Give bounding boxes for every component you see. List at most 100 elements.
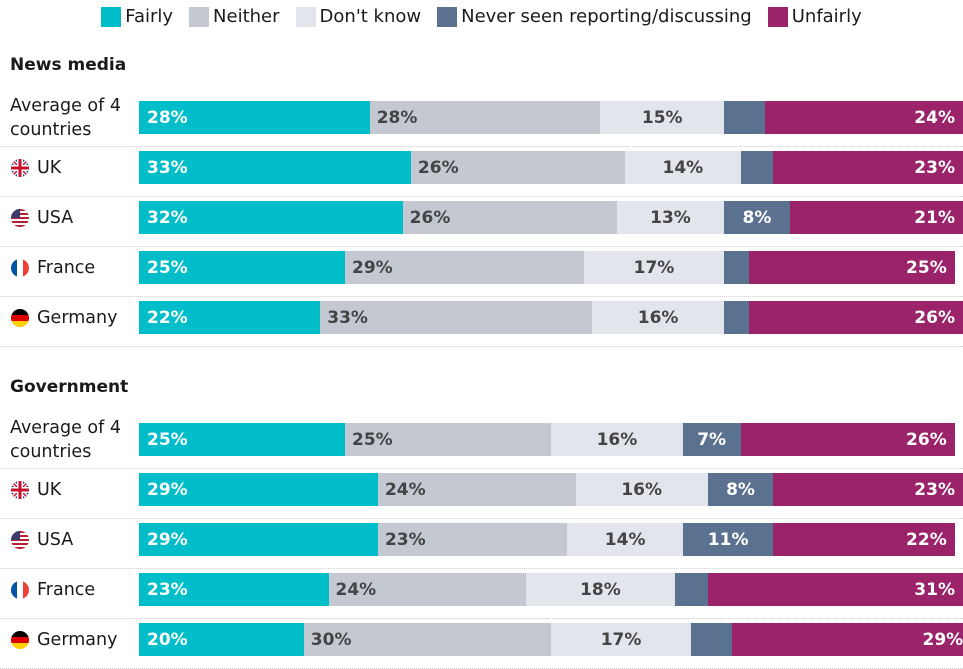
value-label: 32% [147,207,188,228]
legend-swatch [295,6,316,27]
value-label: 15% [641,107,683,128]
bar-segment: 20% [139,623,304,656]
bar-segment: 22% [773,523,955,556]
value-label: 22% [906,529,947,550]
value-label: 8% [742,207,772,228]
bar-segment: 24% [765,101,963,134]
category-label: France [10,247,132,289]
bar-segment: 30% [303,623,551,656]
flag [11,159,29,177]
panel-title: Government [10,377,129,397]
category-text: Germany [37,630,118,650]
bar-segment: 23% [773,473,963,506]
value-label: 26% [906,429,947,450]
value-label: 16% [621,479,662,500]
bar-segment: 17% [551,623,692,656]
value-label: 30% [310,629,352,650]
flag [11,259,29,277]
value-label: 23% [384,529,426,550]
bar-segment: 26% [410,151,626,184]
bar-segment: 31% [707,573,963,606]
value-label: 8% [726,479,755,500]
bar-segment: 21% [789,201,963,234]
value-label: 29% [147,529,188,550]
category-text: UK [37,158,62,178]
category-text: USA [37,208,74,228]
bar-segment: 29% [732,623,963,656]
bar-row: Average of 4 countries 25% 25% 16% 7% 26% [0,418,963,469]
bar-segment [724,251,749,284]
value-label: 16% [637,307,679,328]
bar-segment: 16% [592,301,725,334]
category-label: Average of 4 countries [10,96,132,140]
panel-title: News media [10,55,127,75]
value-label: 25% [147,429,188,450]
bar-segment: 7% [682,423,741,456]
bar-row: France 25% 29% 17% 25% [0,247,963,297]
value-label: 33% [147,157,188,178]
legend-item: Unfairly [767,6,862,27]
bar-segment: 14% [625,151,741,184]
bar-segment: 23% [377,523,568,556]
value-label: 29% [352,257,393,278]
bar-row: Germany 22% 33% 16% 26% [0,297,963,347]
bar-segment: 25% [748,251,955,284]
category-label: Average of 4 countries [10,418,132,462]
value-label: 29% [147,479,188,500]
bar-segment: 33% [139,151,411,184]
value-label: 7% [697,429,727,450]
category-text: Average of 4 countries [10,96,121,140]
flag [11,531,29,549]
bar-row: Germany 20% 30% 17% 29% [0,619,963,669]
bar-segment: 25% [139,251,345,284]
legend-item: Never seen reporting/discussing [437,6,752,27]
legend-item: Fairly [101,6,173,27]
bar-segment: 26% [740,423,955,456]
bar-row: USA 29% 23% 14% 11% 22% [0,519,963,569]
value-label: 25% [352,429,393,450]
bar-segment: 29% [345,251,584,284]
category-label: France [10,569,132,611]
legend-label: Neither [213,6,280,27]
value-label: 25% [906,257,947,278]
category-text: USA [37,530,74,550]
bar-row: Average of 4 countries 28% 28% 15% 24% [0,96,963,147]
value-label: 31% [914,579,955,600]
value-label: 23% [914,479,955,500]
category-label: USA [10,519,132,561]
legend-swatch [767,6,788,27]
bar-segment: 15% [600,101,725,134]
value-label: 13% [650,207,691,228]
flag [11,581,29,599]
legend-label: Don't know [319,6,422,27]
legend-item: Neither [189,6,280,27]
legend-label: Unfairly [791,6,862,27]
value-label: 14% [604,529,646,550]
category-text: France [37,580,96,600]
bar-segment: 33% [320,301,593,334]
bar-segment: 28% [139,101,370,134]
bar-segment: 11% [682,523,774,556]
bar-segment: 16% [575,473,708,506]
bar-segment [740,151,774,184]
legend-label: Fairly [125,6,174,27]
bar-segment [674,573,708,606]
bar-segment: 18% [526,573,675,606]
bar-segment: 32% [139,201,403,234]
category-text: UK [37,480,62,500]
value-label: 26% [914,307,955,328]
value-label: 11% [707,529,749,550]
legend: Fairly Neither Don't know Never seen report… [0,6,963,27]
bar-segment: 28% [369,101,601,134]
bar-segment: 26% [748,301,963,334]
value-label: 29% [922,629,963,650]
bar-row: UK 29% 24% 16% 8% 23% [0,469,963,519]
value-label: 26% [417,157,459,178]
value-label: 18% [580,579,621,600]
value-label: 14% [662,157,704,178]
value-label: 23% [147,579,188,600]
bar-segment: 25% [345,423,551,456]
bar-segment: 25% [139,423,345,456]
value-label: 33% [327,307,368,328]
